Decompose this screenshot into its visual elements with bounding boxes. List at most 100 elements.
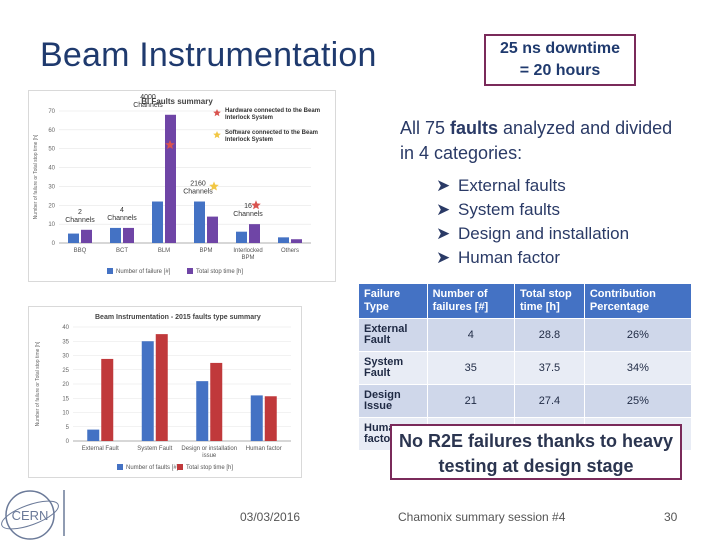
bar xyxy=(236,231,247,243)
legend-label: Number of faults [#] xyxy=(126,465,179,471)
y-tick-label: 40 xyxy=(48,166,55,172)
arrow-bullet-icon: ➤ xyxy=(436,224,451,243)
slide-title: Beam Instrumentation xyxy=(40,36,377,74)
x-tick-label: BPM xyxy=(199,248,212,254)
marker-legend-label: Interlock System xyxy=(225,137,273,143)
red-star-icon xyxy=(251,200,261,210)
bar xyxy=(196,381,209,441)
legend-swatch xyxy=(107,268,113,274)
bullet-text: External faults xyxy=(458,176,566,195)
bar xyxy=(207,216,218,243)
x-tick-label: Human factor xyxy=(246,446,282,452)
table-row: System Fault 35 37.5 34% xyxy=(358,351,693,385)
arrow-bullet-icon: ➤ xyxy=(436,200,451,219)
arrow-bullet-icon: ➤ xyxy=(436,248,451,267)
y-tick-label: 30 xyxy=(62,354,69,360)
table-cell: Design Issue xyxy=(358,384,428,418)
x-tick-label: Others xyxy=(281,248,299,254)
page-number: 30 xyxy=(664,510,678,524)
legend-label: Total stop time [h] xyxy=(186,465,233,471)
red-star-icon xyxy=(165,139,175,149)
bar xyxy=(165,114,176,244)
footer-session: Chamonix summary session #4 xyxy=(398,510,566,524)
y-tick-label: 25 xyxy=(62,368,69,374)
chart-title: Beam Instrumentation - 2015 faults type … xyxy=(95,314,261,321)
bar xyxy=(264,396,277,441)
x-tick-label: Interlocked xyxy=(233,248,262,254)
table-cell: External Fault xyxy=(358,318,428,352)
downtime-box: 25 ns downtime = 20 hours xyxy=(484,34,636,86)
table-cell: 27.4 xyxy=(514,384,585,418)
bar xyxy=(249,224,260,243)
bar xyxy=(68,233,79,243)
marker-legend-label: Software connected to the Beam xyxy=(225,130,318,136)
bullet-item: ➤ Human factor xyxy=(436,246,629,270)
failure-type-table: Failure Type Number of failures [#] Tota… xyxy=(358,283,693,451)
table-cell: 25% xyxy=(583,384,693,418)
y-tick-label: 60 xyxy=(48,128,55,134)
chart-title: BI Faults summary xyxy=(141,97,213,106)
table-row: Design Issue 21 27.4 25% xyxy=(358,384,693,418)
bar xyxy=(250,395,263,441)
header-total-stop-time: Total stop time [h] xyxy=(514,283,585,319)
y-tick-label: 30 xyxy=(48,184,55,190)
annotation-label: 2 xyxy=(78,209,82,216)
y-tick-label: 40 xyxy=(62,325,69,331)
x-tick-label: Design or installation xyxy=(181,446,237,452)
x-tick-label: BBQ xyxy=(74,248,87,254)
bi-faults-summary-svg: BI Faults summary Number of failure or To… xyxy=(33,94,320,275)
bullet-item: ➤ System faults xyxy=(436,198,629,222)
y-tick-label: 50 xyxy=(48,147,55,153)
header-number-of-failures: Number of failures [#] xyxy=(426,283,516,319)
cern-logo-icon: CERN xyxy=(1,490,65,540)
legend-label: Number of failure [#] xyxy=(116,269,171,275)
y-axis-label: Number of failure or Total stop time [h] xyxy=(33,134,39,219)
x-tick-label: System Fault xyxy=(137,446,172,452)
bar xyxy=(291,239,302,243)
faults-type-summary-chart: Beam Instrumentation - 2015 faults type … xyxy=(28,306,302,478)
annotation-label: 2160 xyxy=(190,181,206,188)
intro-bold: faults xyxy=(450,118,499,138)
legend-swatch xyxy=(187,268,193,274)
bi-faults-summary-chart: BI Faults summary Number of failure or To… xyxy=(28,90,336,282)
red-star-icon xyxy=(213,109,221,117)
cern-logo: CERN xyxy=(0,482,70,540)
cern-logo-text: CERN xyxy=(12,508,49,523)
bar xyxy=(87,429,100,441)
arrow-bullet-icon: ➤ xyxy=(436,176,451,195)
y-tick-label: 20 xyxy=(48,203,55,209)
bullet-text: Human factor xyxy=(458,248,561,267)
table-cell: 28.8 xyxy=(514,318,585,352)
bar xyxy=(155,334,168,441)
intro-text: All 75 faults analyzed and divided in 4 … xyxy=(400,116,690,166)
y-tick-label: 5 xyxy=(66,425,70,431)
downtime-line-2: = 20 hours xyxy=(519,62,601,79)
intro-post: analyzed and divided in 4 categories: xyxy=(400,118,673,163)
table-cell: 21 xyxy=(426,384,516,418)
bar xyxy=(81,229,92,243)
intro-pre: All 75 xyxy=(400,118,451,138)
bar xyxy=(210,362,223,441)
y-tick-label: 0 xyxy=(66,439,70,445)
y-tick-label: 15 xyxy=(62,396,69,402)
bar xyxy=(278,237,289,243)
annotation-label: Channels xyxy=(183,189,213,196)
table-cell: 35 xyxy=(426,351,516,385)
y-tick-label: 0 xyxy=(52,241,56,247)
table-cell: System Fault xyxy=(358,351,428,385)
header-failure-type: Failure Type xyxy=(358,283,428,319)
bullet-item: ➤ Design and installation xyxy=(436,222,629,246)
x-tick-label: BPM xyxy=(241,255,254,261)
r2e-note-box: No R2E failures thanks to heavy testing … xyxy=(390,424,682,480)
bullet-text: Design and installation xyxy=(458,224,630,243)
y-axis-label: Number of failure or Total stop time [h] xyxy=(35,341,41,426)
marker-legend-label: Interlock System xyxy=(225,115,273,121)
bar xyxy=(101,358,114,441)
marker-legend-label: Hardware connected to the Beam xyxy=(225,108,320,114)
bar xyxy=(152,201,163,243)
legend-label: Total stop time [h] xyxy=(196,269,243,275)
bar xyxy=(110,227,121,243)
y-tick-label: 20 xyxy=(62,382,69,388)
x-tick-label: BCT xyxy=(116,248,128,254)
annotation-label: Channels xyxy=(133,102,163,109)
